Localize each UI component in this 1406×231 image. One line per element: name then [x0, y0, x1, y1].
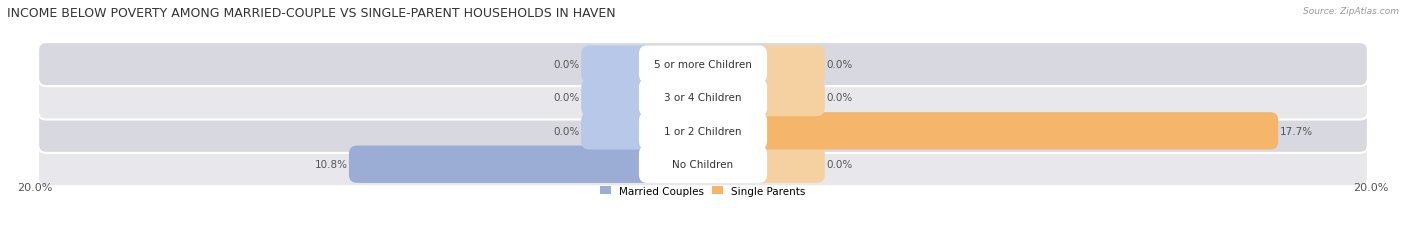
- FancyBboxPatch shape: [38, 43, 1368, 87]
- FancyBboxPatch shape: [751, 46, 825, 83]
- FancyBboxPatch shape: [38, 76, 1368, 120]
- Text: INCOME BELOW POVERTY AMONG MARRIED-COUPLE VS SINGLE-PARENT HOUSEHOLDS IN HAVEN: INCOME BELOW POVERTY AMONG MARRIED-COUPL…: [7, 7, 616, 20]
- FancyBboxPatch shape: [581, 79, 655, 117]
- Text: 0.0%: 0.0%: [827, 160, 852, 170]
- Text: 3 or 4 Children: 3 or 4 Children: [664, 93, 742, 103]
- FancyBboxPatch shape: [349, 146, 655, 183]
- FancyBboxPatch shape: [638, 146, 768, 183]
- FancyBboxPatch shape: [38, 109, 1368, 153]
- Text: 20.0%: 20.0%: [1354, 182, 1389, 192]
- FancyBboxPatch shape: [751, 146, 825, 183]
- FancyBboxPatch shape: [638, 79, 768, 117]
- Text: 17.7%: 17.7%: [1279, 126, 1313, 136]
- Text: 0.0%: 0.0%: [554, 60, 579, 70]
- Text: 20.0%: 20.0%: [17, 182, 52, 192]
- Text: 0.0%: 0.0%: [827, 60, 852, 70]
- Text: 1 or 2 Children: 1 or 2 Children: [664, 126, 742, 136]
- Text: 0.0%: 0.0%: [827, 93, 852, 103]
- FancyBboxPatch shape: [638, 46, 768, 83]
- FancyBboxPatch shape: [581, 113, 655, 150]
- Legend: Married Couples, Single Parents: Married Couples, Single Parents: [600, 186, 806, 196]
- Text: 10.8%: 10.8%: [315, 160, 347, 170]
- FancyBboxPatch shape: [638, 113, 768, 150]
- Text: 0.0%: 0.0%: [554, 126, 579, 136]
- FancyBboxPatch shape: [38, 143, 1368, 186]
- Text: Source: ZipAtlas.com: Source: ZipAtlas.com: [1303, 7, 1399, 16]
- FancyBboxPatch shape: [751, 79, 825, 117]
- Text: No Children: No Children: [672, 160, 734, 170]
- Text: 5 or more Children: 5 or more Children: [654, 60, 752, 70]
- FancyBboxPatch shape: [751, 113, 1278, 150]
- Text: 0.0%: 0.0%: [554, 93, 579, 103]
- FancyBboxPatch shape: [581, 46, 655, 83]
